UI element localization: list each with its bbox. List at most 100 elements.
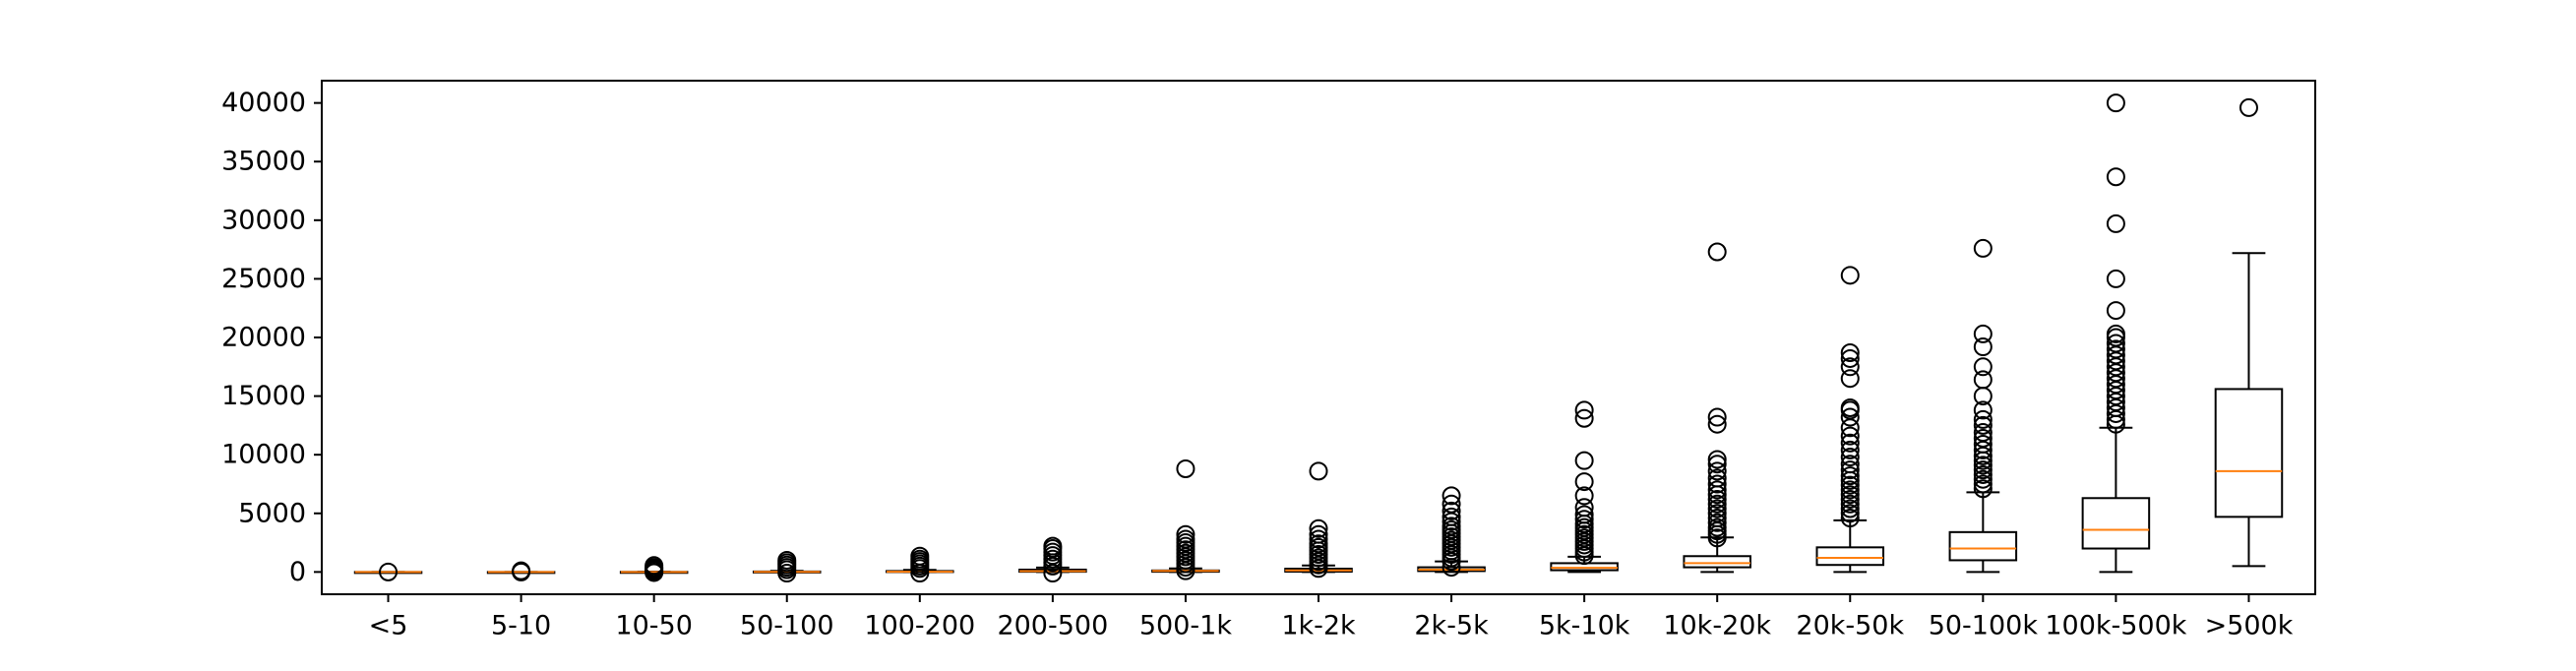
outlier-point — [1441, 486, 1461, 506]
outlier-point — [2106, 214, 2125, 233]
outlier-point — [379, 562, 399, 581]
x-tick-label: 50-100 — [740, 611, 834, 641]
outlier-point — [1973, 423, 1993, 443]
outlier-point — [1176, 458, 1196, 478]
outlier-point — [1973, 456, 1993, 475]
outlier-point — [1840, 489, 1860, 509]
outlier-point — [1707, 461, 1727, 481]
outlier-point — [1840, 504, 1860, 523]
outlier-point — [1840, 455, 1860, 474]
outlier-point — [1707, 407, 1727, 427]
x-tick-label: 50-100k — [1929, 611, 2039, 641]
y-tick-label: 10000 — [221, 440, 306, 470]
outlier-point — [1309, 524, 1328, 544]
outlier-point — [1840, 480, 1860, 500]
box-group — [1417, 486, 1486, 578]
y-tick-label: 40000 — [221, 88, 306, 118]
outlier-point — [1840, 448, 1860, 467]
outlier-point — [1707, 518, 1727, 537]
outlier-point — [1973, 357, 1993, 377]
x-tick-label: >500k — [2205, 611, 2294, 641]
y-tick-label: 20000 — [221, 323, 306, 353]
outlier-point — [1840, 398, 1860, 418]
outlier-point — [1973, 238, 1993, 258]
x-tick-label: 5-10 — [491, 611, 551, 641]
outlier-point — [1309, 518, 1328, 538]
outlier-point — [1973, 415, 1993, 435]
outlier-point — [1043, 536, 1063, 556]
box-series — [353, 93, 2284, 583]
outlier-point — [1973, 434, 1993, 454]
outlier-point — [1574, 486, 1594, 506]
y-tick-label: 30000 — [221, 205, 306, 235]
outlier-point — [1441, 494, 1461, 514]
outlier-point — [1574, 472, 1594, 492]
outlier-point — [1840, 460, 1860, 480]
outlier-point — [1840, 440, 1860, 459]
outlier-point — [1973, 469, 1993, 489]
box-group — [1815, 266, 1885, 574]
outlier-point — [1840, 426, 1860, 446]
outlier-point — [1840, 407, 1860, 427]
box-group — [1948, 238, 2018, 574]
outlier-point — [2239, 97, 2258, 117]
box-group — [886, 546, 954, 583]
outlier-point — [910, 546, 930, 566]
outlier-point — [1707, 414, 1727, 434]
outlier-point — [1840, 509, 1860, 528]
box-group — [2214, 97, 2284, 568]
outlier-point — [1707, 455, 1727, 474]
y-tick-label: 5000 — [238, 498, 306, 528]
outlier-point — [1840, 348, 1860, 368]
outlier-point — [1707, 504, 1727, 523]
x-tick-label: 2k-5k — [1414, 611, 1489, 641]
x-tick-label: 5k-10k — [1539, 611, 1630, 641]
box-group — [619, 556, 689, 582]
outlier-point — [1574, 400, 1594, 420]
outlier-point — [1441, 507, 1461, 526]
y-tick-label: 15000 — [221, 381, 306, 411]
box-group — [1284, 461, 1353, 579]
iqr-box — [1948, 530, 2018, 562]
outlier-point — [2106, 167, 2125, 187]
outlier-point — [1973, 479, 1993, 499]
outlier-point — [777, 550, 797, 570]
outlier-point — [1309, 534, 1328, 554]
box-group — [1151, 458, 1220, 580]
outlier-point — [1973, 428, 1993, 448]
outlier-point — [2106, 93, 2125, 113]
outlier-point — [1840, 475, 1860, 495]
outlier-point — [1840, 369, 1860, 389]
plot-area-frame — [321, 80, 2316, 595]
outlier-point — [1574, 408, 1594, 428]
outlier-point — [1973, 400, 1993, 420]
iqr-box — [2081, 497, 2151, 550]
outlier-point — [2106, 334, 2125, 353]
outlier-point — [1574, 451, 1594, 470]
iqr-box — [1683, 555, 1751, 569]
outlier-point — [1707, 513, 1727, 532]
outlier-point — [1574, 505, 1594, 524]
x-tick-label: 100k-500k — [2045, 611, 2186, 641]
outlier-point — [1973, 464, 1993, 484]
outlier-point — [1840, 485, 1860, 505]
outlier-point — [1309, 461, 1328, 481]
outlier-point — [512, 561, 531, 580]
y-tick-label: 35000 — [221, 147, 306, 177]
outlier-point — [2106, 324, 2125, 343]
outlier-point — [1840, 357, 1860, 377]
x-tick-label: 100-200 — [864, 611, 975, 641]
outlier-point — [1973, 474, 1993, 494]
outlier-point — [2106, 269, 2125, 288]
outlier-point — [1840, 499, 1860, 518]
box-group — [1683, 242, 1751, 574]
outlier-point — [1973, 337, 1993, 357]
y-tick-label: 25000 — [221, 264, 306, 294]
outlier-point — [1441, 517, 1461, 536]
x-axis: <5 5-10 10-50 50-100 100-200 200-500 500-1k 1k-… — [369, 594, 2294, 641]
outlier-point — [1707, 509, 1727, 528]
outlier-point — [1176, 529, 1196, 549]
box-group — [486, 561, 556, 581]
outlier-point — [1973, 409, 1993, 429]
